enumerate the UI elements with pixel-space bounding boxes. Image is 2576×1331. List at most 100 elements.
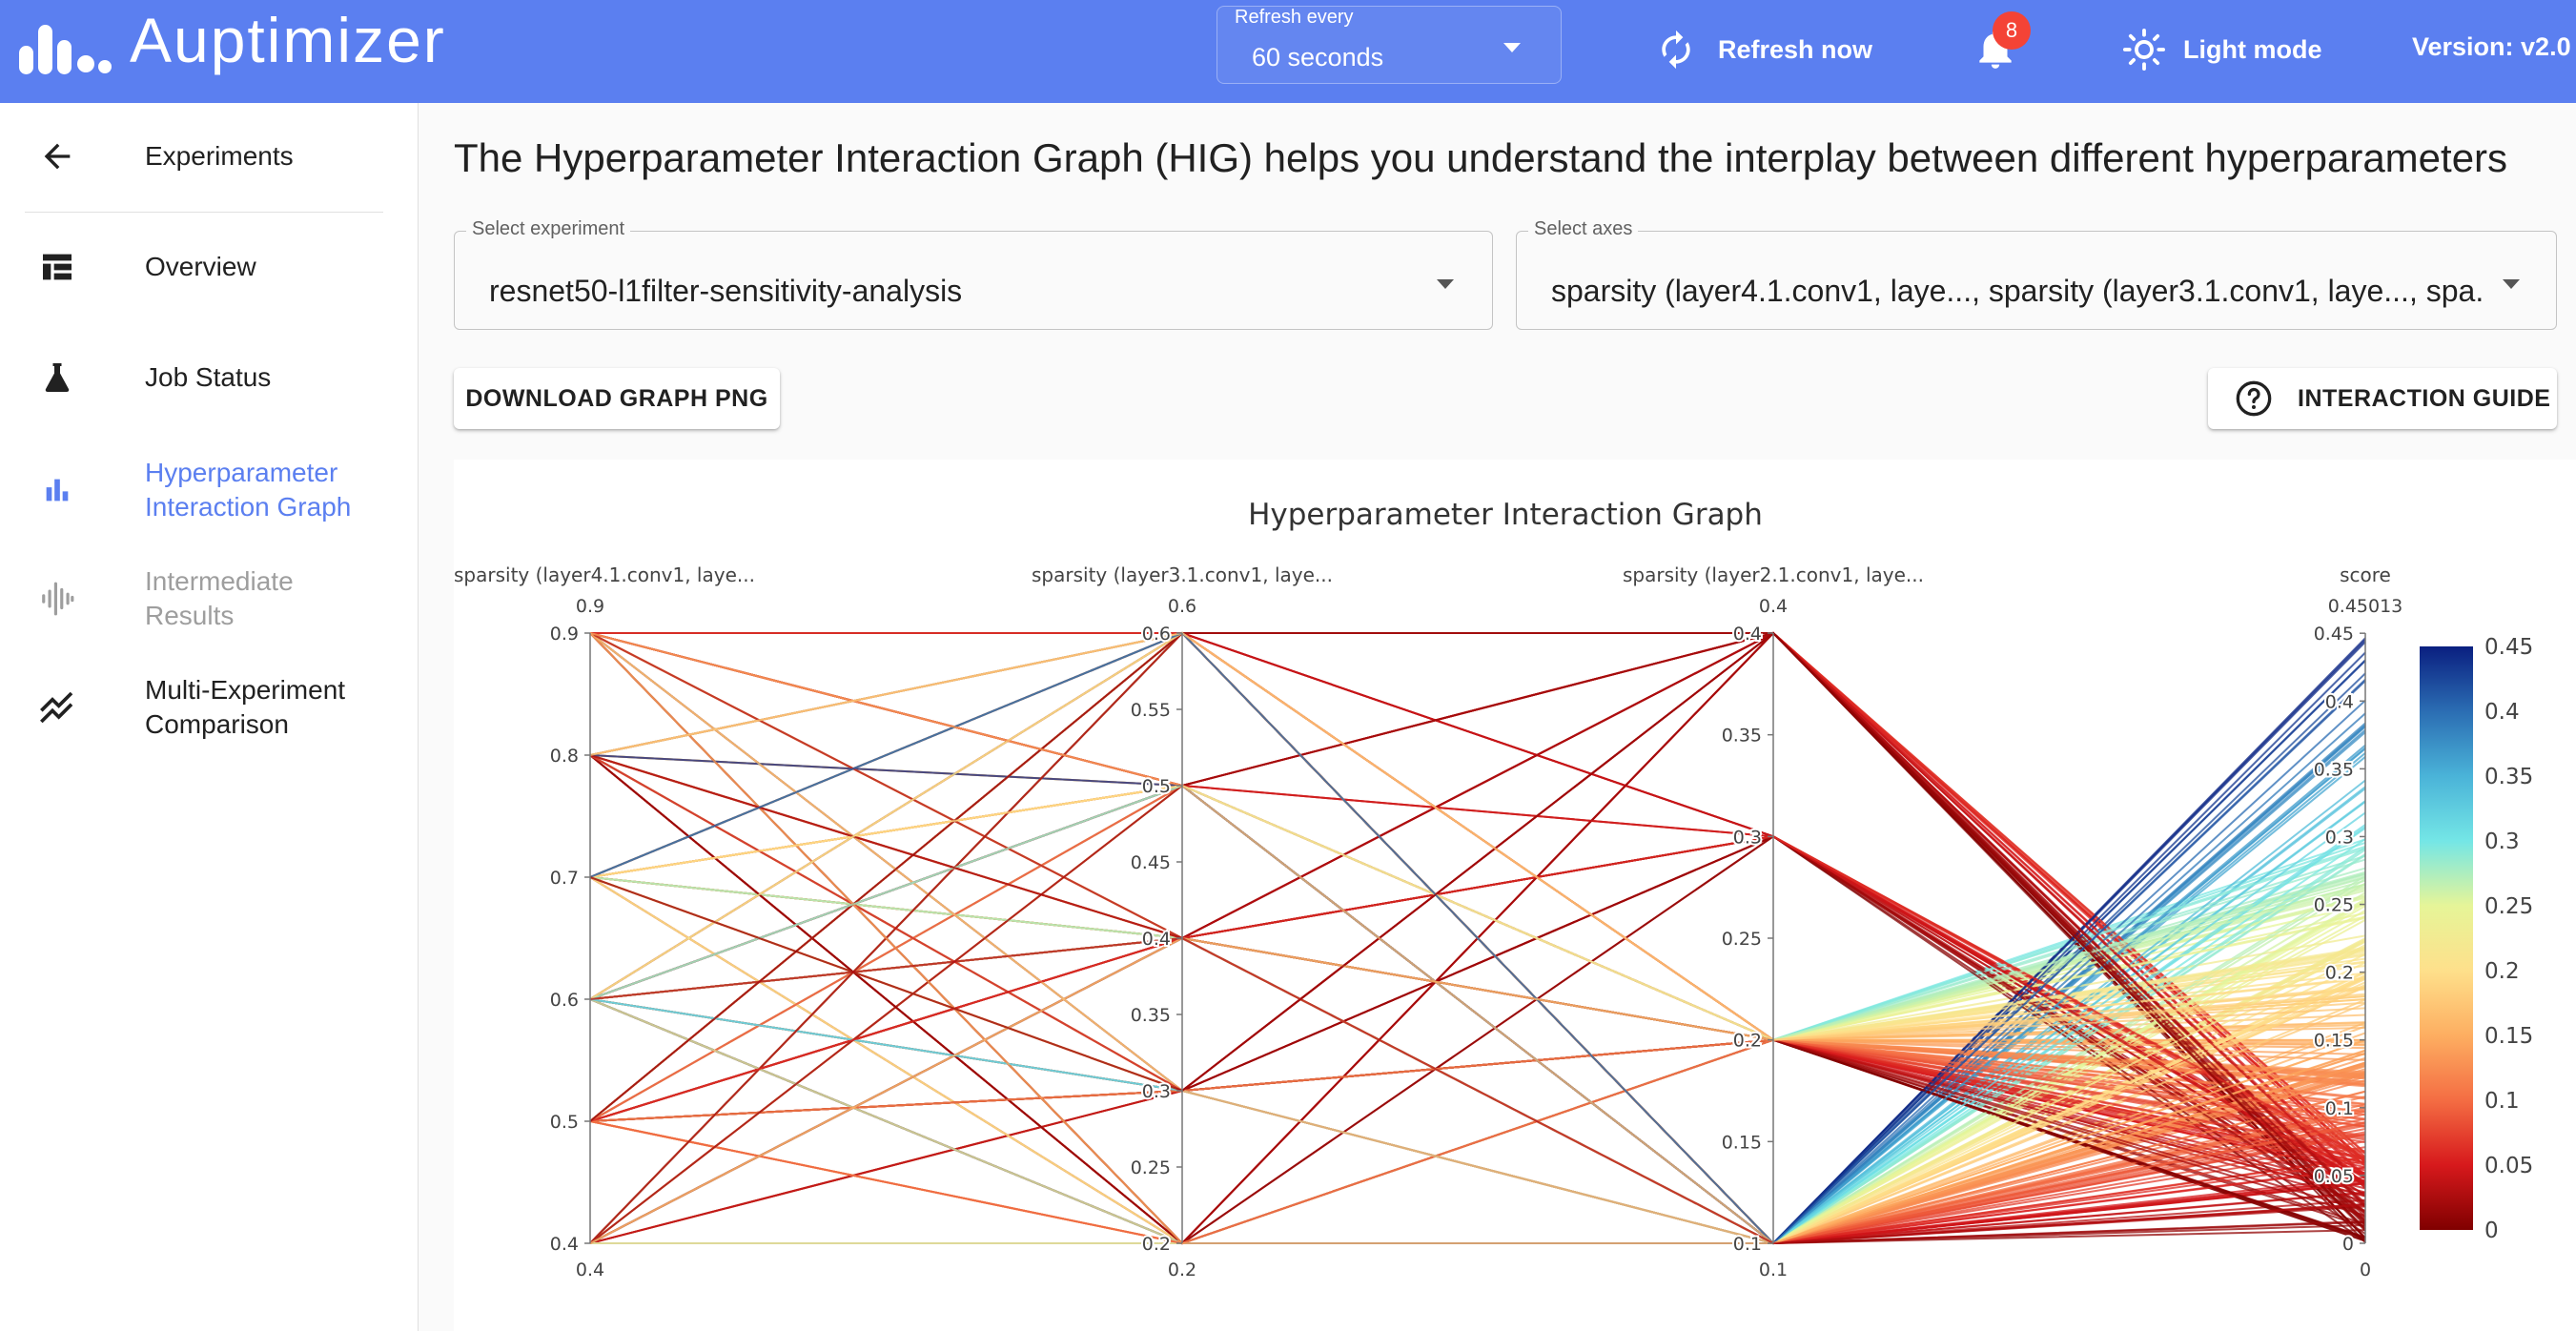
refresh-interval-select[interactable]: Refresh every 60 seconds [1216, 6, 1562, 84]
axis-tick-label: 0.9 [550, 624, 579, 645]
axis-tick-label: 0.25 [1722, 929, 1762, 950]
parcoords-line [589, 631, 2366, 1245]
axis-tick-label: 0.3 [2325, 827, 2354, 848]
axis-tick-label: 0.3 [1733, 827, 1762, 848]
parcoords-line [589, 1038, 2366, 1245]
theme-toggle-button[interactable]: Light mode [2122, 25, 2321, 74]
axis-tick-label: 0.45 [2314, 624, 2354, 645]
axis-tick-label: 0.8 [550, 746, 579, 767]
colorbar-tick-label: 0 [2484, 1218, 2499, 1243]
axis-tick-label: 0.05 [2314, 1166, 2354, 1187]
sidebar-item-job-status[interactable]: Job Status [0, 349, 418, 406]
hig-chart[interactable]: sparsity (layer4.1.conv1, laye... 0.9 0.4 0… [454, 460, 2576, 1331]
colorbar-tick-label: 0.05 [2484, 1154, 2533, 1178]
chevron-down-icon [1437, 279, 1454, 289]
refresh-interval-label: Refresh every [1235, 7, 1354, 28]
axis-tick-label: 0.2 [1142, 1234, 1171, 1255]
axis-tick-label: 0.6 [550, 990, 579, 1011]
parcoords-line [589, 784, 2366, 1041]
chart-axes: sparsity (layer4.1.conv1, laye... 0.9 0.4 0… [454, 563, 2402, 1280]
axis-tick-label: 0.4 [1733, 624, 1762, 645]
arrow-left-icon [36, 135, 78, 177]
axes-select-value: sparsity (layer4.1.conv1, laye..., spars… [1551, 274, 2485, 308]
colorbar-tick-label: 0.45 [2484, 635, 2533, 660]
sidebar-item-label: Hyperparameter Interaction Graph [145, 458, 352, 522]
top-app-bar: Auptimizer Refresh every 60 seconds Refr… [0, 0, 2576, 103]
axis-tick-label: 0.35 [1722, 726, 1762, 747]
axis-tick-label: 0.1 [1733, 1234, 1762, 1255]
axis-tick-label: 0.2 [1733, 1031, 1762, 1052]
multiline-chart-icon [36, 686, 78, 728]
axes-select-label: Select axes [1528, 218, 1639, 240]
sidebar-item-label: Experiments [145, 141, 294, 171]
axis-tick-label: 0.1 [2325, 1098, 2354, 1119]
axis-tick-label: 0.45 [1131, 852, 1171, 873]
axes-select[interactable]: Select axes sparsity (layer4.1.conv1, la… [1516, 218, 2557, 330]
sidebar-item-experiments[interactable]: Experiments [0, 128, 418, 185]
parcoords-line [589, 631, 2366, 1153]
sidebar-item-label: Job Status [145, 362, 272, 392]
parcoords-line [589, 631, 2366, 1225]
parcoords-line [589, 631, 2366, 1108]
download-graph-png-button[interactable]: DOWNLOAD GRAPH PNG [454, 368, 780, 429]
parcoords-line [589, 631, 2366, 1041]
colorbar-tick-label: 0.3 [2484, 829, 2520, 854]
sidebar-item-multi-experiment-comparison[interactable]: Multi-Experiment Comparison [0, 667, 418, 747]
axis-tick-label: 0.4 [1142, 929, 1171, 950]
theme-toggle-label: Light mode [2183, 34, 2322, 64]
axis-max-label: 0.4 [1759, 596, 1788, 617]
parcoords-line [589, 631, 2366, 1206]
sidebar-item-label: Overview [145, 252, 256, 281]
axis-min-label: 0 [2360, 1259, 2371, 1280]
flask-icon [36, 357, 78, 399]
sidebar-item-overview[interactable]: Overview [0, 238, 418, 296]
parcoords-line [589, 936, 2366, 1245]
axis-tick-label: 0.2 [2325, 963, 2354, 984]
parcoords-line [589, 936, 2366, 1244]
colorbar [2420, 646, 2473, 1230]
axis-title[interactable]: sparsity (layer4.1.conv1, laye... [454, 563, 755, 586]
refresh-icon [1662, 30, 1690, 70]
experiment-select-label: Select experiment [466, 218, 631, 240]
experiment-select[interactable]: Select experiment resnet50-l1filter-sens… [454, 218, 1493, 330]
axis-tick-label: 0.35 [1131, 1005, 1171, 1026]
colorbar-tick-label: 0.15 [2484, 1024, 2533, 1049]
chart-lines [589, 631, 2366, 1245]
sidebar-item-hyperparameter-interaction-graph[interactable]: Hyperparameter Interaction Graph [0, 450, 418, 530]
download-graph-png-label: DOWNLOAD GRAPH PNG [465, 384, 768, 412]
axis-tick-label: 0.55 [1131, 700, 1171, 721]
sidebar-item-label: Multi-Experiment Comparison [145, 675, 346, 739]
axis-tick-label: 0.3 [1142, 1081, 1171, 1102]
colorbar-tick-label: 0.35 [2484, 765, 2533, 789]
axis-tick-label: 0.7 [550, 868, 579, 889]
interaction-guide-button[interactable]: INTERACTION GUIDE [2208, 368, 2557, 429]
axis-title[interactable]: sparsity (layer3.1.conv1, laye... [1032, 563, 1333, 586]
axis-tick-label: 0.4 [2325, 691, 2354, 712]
refresh-now-button[interactable]: Refresh now [1655, 25, 1872, 74]
parcoords-line [589, 631, 2366, 1230]
axis-title[interactable]: score [2340, 563, 2391, 586]
parcoords-line [589, 712, 2366, 1244]
axis-title[interactable]: sparsity (layer2.1.conv1, laye... [1623, 563, 1924, 586]
waveform-icon [36, 578, 78, 620]
chart-colorbar: 0 0.05 0.1 0.15 0.2 0.25 0.3 0.35 0.4 0.45 [2420, 635, 2533, 1243]
axis-tick-label: 0.4 [550, 1234, 579, 1255]
parcoords-line [589, 835, 2366, 1159]
notification-count-badge: 8 [1993, 11, 2031, 50]
axis-tick-label: 0.15 [2314, 1031, 2354, 1052]
refresh-now-label: Refresh now [1718, 34, 1873, 64]
sidebar-item-intermediate-results[interactable]: Intermediate Results [0, 559, 418, 639]
colorbar-tick-label: 0.2 [2484, 959, 2520, 984]
bar-chart-icon [36, 469, 78, 511]
parcoords-line [589, 784, 2366, 1175]
experiment-select-value: resnet50-l1filter-sensitivity-analysis [489, 274, 963, 308]
axis-max-label: 0.9 [576, 596, 604, 617]
axis-tick-label: 0.5 [1142, 776, 1171, 797]
parcoords-line [589, 632, 2366, 1245]
table-icon [36, 246, 78, 288]
colorbar-tick-label: 0.1 [2484, 1089, 2520, 1114]
axis-tick-label: 0.25 [2314, 895, 2354, 916]
refresh-interval-value: 60 seconds [1252, 43, 1384, 72]
interaction-guide-label: INTERACTION GUIDE [2298, 384, 2551, 412]
parcoords-line [589, 1038, 2366, 1122]
